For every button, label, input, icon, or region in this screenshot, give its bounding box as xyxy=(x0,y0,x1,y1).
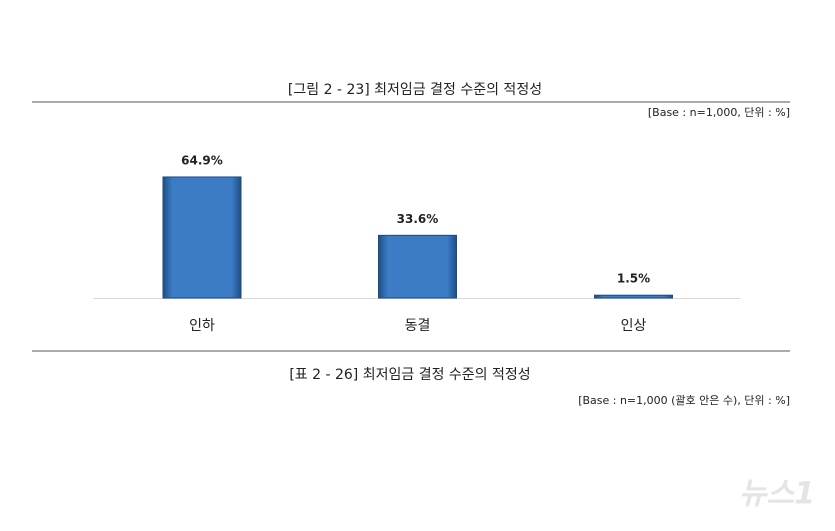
watermark: 뉴스1 xyxy=(739,477,815,512)
table-title: [표 2 - 26] 최저임금 결정 수준의 적정성 xyxy=(289,367,530,383)
value-label: 1.5% xyxy=(617,272,650,286)
x-tick-label: 동결 xyxy=(405,318,431,334)
bar xyxy=(378,234,457,299)
chart-note: [Base : n=1,000, 단위 : %] xyxy=(648,106,790,119)
bar xyxy=(594,294,673,299)
x-tick-label: 인상 xyxy=(621,318,647,334)
x-tick-label: 인하 xyxy=(189,318,215,334)
value-label: 64.9% xyxy=(181,153,223,167)
table-note: [Base : n=1,000 (괄호 안은 수), 단위 : %] xyxy=(578,394,790,407)
bar xyxy=(162,176,242,299)
value-label: 33.6% xyxy=(397,212,439,226)
chart-title: [그림 2 - 23] 최저임금 결정 수준의 적정성 xyxy=(288,82,542,98)
